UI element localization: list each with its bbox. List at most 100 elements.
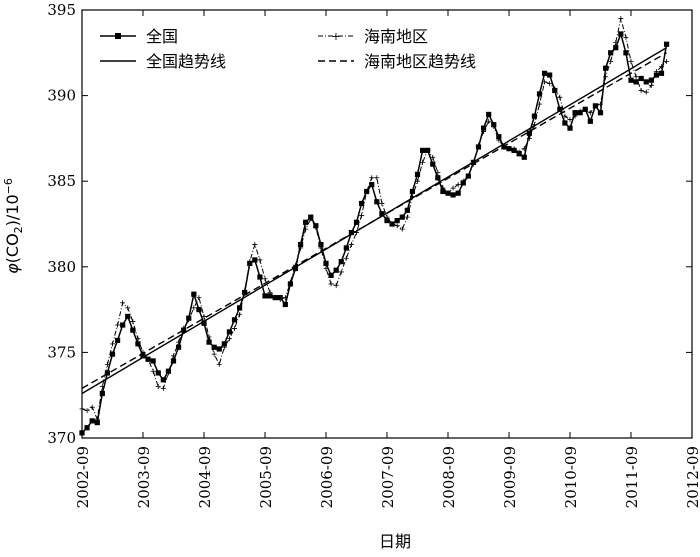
data-point-hainan [191, 305, 197, 311]
data-point-national [226, 329, 233, 335]
legend-square-national [115, 33, 121, 39]
data-point-national [130, 327, 136, 333]
data-point-national [608, 50, 614, 56]
data-point-national [338, 259, 344, 265]
data-point-hainan [547, 81, 553, 87]
data-point-national [435, 175, 441, 181]
data-point-national [99, 390, 105, 397]
data-point-national [399, 214, 405, 220]
x-tick-label: 2003-09 [135, 446, 153, 508]
data-point-hainan [155, 384, 161, 390]
data-point-national [297, 241, 304, 248]
y-axis-title-phi: φ [3, 263, 22, 274]
data-point-hainan [537, 101, 542, 107]
data-point-hainan [160, 385, 166, 391]
data-point-hainan [196, 295, 202, 301]
trend-line-hainan [81, 52, 667, 389]
data-point-hainan [338, 269, 344, 275]
data-point-national [562, 120, 568, 126]
data-point-hainan [354, 230, 359, 236]
data-point-national [597, 110, 604, 116]
data-point-national [663, 41, 670, 47]
data-point-national [160, 377, 166, 383]
y-tick-label: 385 [47, 172, 76, 190]
data-point-national [89, 418, 95, 424]
data-point-hainan [216, 361, 222, 367]
data-point-hainan [262, 276, 268, 282]
data-point-hainan [323, 266, 329, 272]
data-point-national [231, 317, 238, 323]
data-point-national [114, 337, 121, 344]
data-point-national [618, 31, 624, 37]
y-tick-label: 375 [47, 343, 76, 361]
legend-label-national: 全国 [146, 27, 178, 46]
y-axis-title: φ(CO2)/10−6 [2, 178, 25, 274]
data-point-national [262, 293, 268, 299]
y-tick-label: 390 [47, 87, 76, 105]
data-point-national [374, 199, 380, 205]
y-axis-title-part2: )/10 [3, 194, 22, 226]
data-point-national [602, 65, 609, 71]
data-point-hainan [409, 194, 415, 200]
data-point-hainan [287, 279, 293, 285]
data-point-national [292, 265, 299, 272]
data-point-hainan [511, 146, 517, 152]
data-point-national [323, 260, 329, 266]
data-point-hainan [308, 216, 314, 222]
data-point-hainan [303, 226, 309, 232]
data-point-hainan [145, 356, 151, 362]
data-point-hainan [592, 103, 598, 109]
y-tick-label: 380 [47, 258, 76, 276]
data-point-national [221, 341, 227, 347]
data-point-hainan [232, 325, 237, 331]
data-point-national [379, 211, 385, 217]
legend: 全国 全国趋势线 + 海南地区 海南地区趋势线 [100, 27, 476, 71]
data-point-national [587, 118, 593, 124]
data-point-hainan [450, 185, 456, 191]
data-point-hainan [643, 89, 649, 95]
data-point-hainan [420, 159, 426, 165]
x-tick-label: 2007-09 [379, 446, 397, 508]
data-point-national [84, 425, 90, 431]
data-point-national [109, 351, 116, 357]
data-point-national [353, 219, 360, 225]
data-point-national [531, 113, 538, 119]
y-axis-title-sup: −6 [2, 178, 15, 194]
data-point-hainan [653, 69, 659, 75]
data-point-national [216, 346, 222, 352]
data-point-national [155, 370, 161, 376]
data-point-hainan [445, 190, 451, 196]
data-point-hainan [470, 161, 476, 167]
x-tick-label: 2012-09 [684, 446, 700, 508]
data-point-hainan [582, 106, 588, 112]
data-point-hainan [94, 416, 100, 422]
data-point-hainan [206, 334, 212, 340]
plot-frame [81, 9, 693, 439]
data-point-hainan [99, 384, 105, 390]
data-point-hainan [120, 300, 126, 306]
data-point-hainan [364, 188, 370, 194]
data-point-hainan [638, 87, 644, 93]
y-tick-label: 395 [47, 1, 76, 19]
data-point-hainan [613, 40, 619, 46]
data-point-hainan [531, 122, 537, 128]
data-point-national [419, 147, 426, 153]
x-axis-title: 日期 [379, 532, 411, 551]
legend-plus-hainan: + [331, 30, 340, 43]
data-point-national [653, 72, 660, 78]
data-point-hainan [348, 242, 354, 248]
data-point-national [358, 200, 365, 207]
data-point-hainan [587, 110, 593, 116]
data-point-national [120, 322, 126, 328]
series-line-hainan [81, 18, 667, 421]
data-point-hainan [165, 370, 171, 376]
data-point-hainan [379, 200, 385, 206]
data-point-national [328, 272, 334, 278]
data-point-national [486, 111, 492, 118]
data-point-hainan [501, 144, 507, 150]
data-point-hainan [460, 178, 466, 184]
data-point-national [236, 305, 243, 311]
data-point-national [536, 91, 543, 97]
data-point-national [404, 207, 410, 213]
data-point-hainan [659, 64, 664, 69]
